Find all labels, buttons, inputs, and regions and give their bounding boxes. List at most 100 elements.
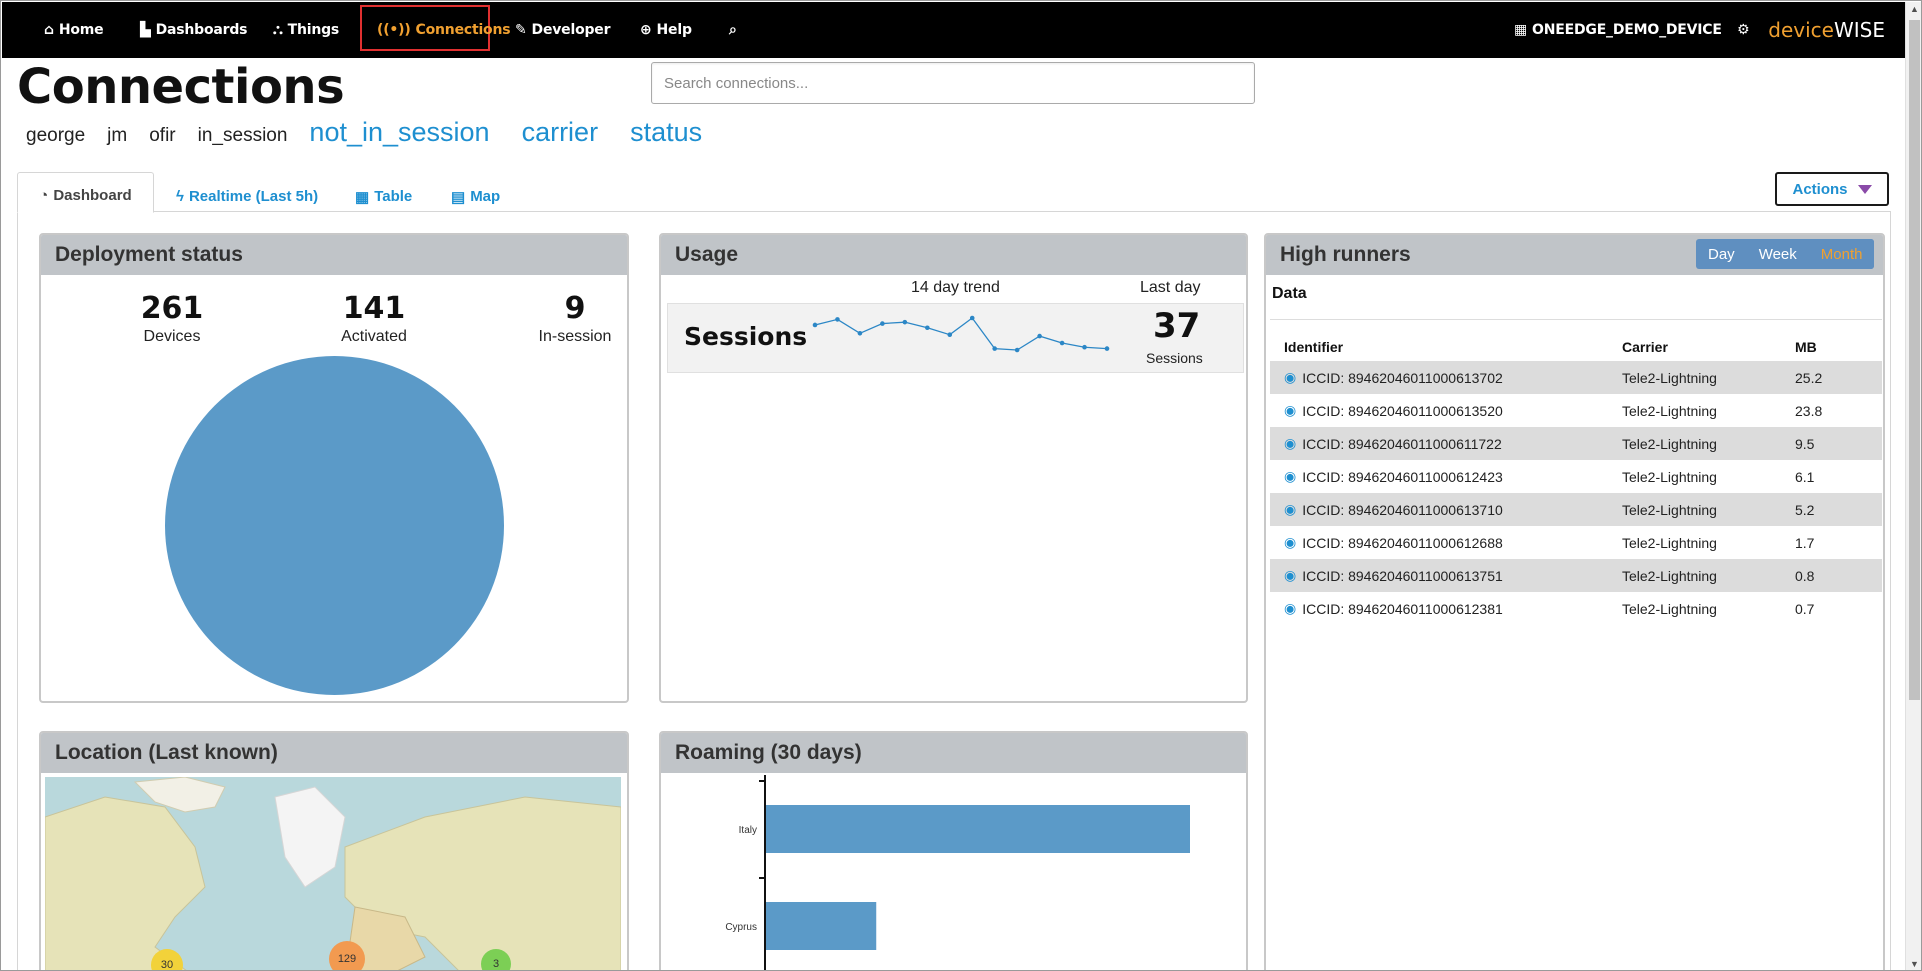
map-cluster-marker[interactable]: 129 [329,941,365,970]
filter-ofir[interactable]: ofir [149,125,176,146]
roaming-bar-chart: Italy Cyprus [725,775,1190,970]
nav-search[interactable]: ⌕ [729,16,737,44]
table-row[interactable]: ◉ ICCID: 89462046011000612688 Tele2-Light… [1270,526,1882,559]
map-icon: ▤ [451,188,466,206]
nav-connections[interactable]: ((•)) Connections [377,16,511,44]
sessions-count: 37 [1153,306,1201,346]
sparkline-point [902,319,908,325]
actions-button[interactable]: Actions [1775,172,1889,206]
map-land [45,777,621,970]
eye-icon[interactable]: ◉ [1284,501,1297,517]
nav-active-highlight [360,5,490,51]
header-mb[interactable]: MB [1795,339,1817,355]
tab-map[interactable]: ▤ Map [451,181,500,212]
broadcast-icon: ((•)) [377,22,411,38]
nav-things[interactable]: ⛬ Things [273,16,339,44]
tab-realtime[interactable]: ϟ Realtime (Last 5h) [176,181,318,212]
table-header: Identifier Carrier MB [1270,333,1882,361]
filter-george[interactable]: george [26,125,86,146]
eye-icon[interactable]: ◉ [1284,369,1297,385]
top-nav: ⌂ Home ▙ Dashboards ⛬ Things ((•)) Conne… [2,2,1905,58]
eye-icon[interactable]: ◉ [1284,435,1297,451]
filter-in-session[interactable]: in_session [197,125,288,146]
bar-cyprus[interactable] [766,902,877,950]
divider [1270,319,1882,320]
settings-button[interactable]: ⚙ [1737,16,1750,44]
nav-developer[interactable]: ✎ Developer [515,16,611,44]
mb-cell: 0.7 [1795,600,1815,617]
nav-help[interactable]: ⊕ Help [640,16,692,44]
sparkline-point [812,322,818,328]
eye-icon[interactable]: ◉ [1284,600,1297,616]
deployment-pie[interactable] [165,356,504,695]
brand-logo: deviceWISE [1768,18,1885,42]
nav-home-label: Home [58,22,104,38]
org-selector[interactable]: ▦ ONEEDGE_DEMO_DEVICE [1514,16,1722,44]
eye-icon[interactable]: ◉ [1284,567,1297,583]
filter-status[interactable]: status [630,117,703,147]
map-cluster-marker[interactable]: 30 [151,949,183,970]
filter-not-in-session[interactable]: not_in_session [309,117,490,147]
tab-dashboard[interactable]: ◔ Dashboard [17,172,154,213]
range-toggle: Day Week Month [1696,239,1875,269]
eye-icon[interactable]: ◉ [1284,468,1297,484]
usage-panel: Usage 14 day trend Last day Sessions 37 … [659,233,1248,703]
sessions-sparkline [812,315,1110,353]
carrier-cell: Tele2-Lightning [1622,534,1717,551]
nav-home[interactable]: ⌂ Home [44,16,104,44]
header-carrier[interactable]: Carrier [1622,339,1668,355]
sparkline-point [857,331,863,336]
carrier-cell: Tele2-Lightning [1622,600,1717,617]
world-map[interactable]: 30 129 3 [45,777,621,970]
scroll-up-icon[interactable]: ▲ [1910,4,1919,14]
search-input[interactable] [651,62,1255,104]
table-row[interactable]: ◉ ICCID: 89462046011000613520 Tele2-Light… [1270,394,1882,427]
devices-stat: 261 Devices [82,291,262,346]
vertical-scrollbar[interactable]: ▲ ▼ [1905,2,1921,970]
brand-part-a: device [1768,18,1834,42]
range-day[interactable]: Day [1708,245,1735,263]
scroll-down-icon[interactable]: ▼ [1910,959,1919,969]
tab-table[interactable]: ▦ Table [355,181,412,212]
eye-icon[interactable]: ◉ [1284,534,1297,550]
data-label: Data [1272,285,1307,302]
devices-label: Devices [143,328,201,345]
table-row[interactable]: ◉ ICCID: 89462046011000613702 Tele2-Light… [1270,361,1882,394]
high-runners-panel: High runners Day Week Month Data Identif… [1264,233,1885,970]
identifier-cell: ◉ ICCID: 89462046011000612381 [1270,600,1622,617]
header-identifier[interactable]: Identifier [1284,339,1344,355]
map-cluster-marker[interactable]: 3 [481,949,511,970]
dashboard-area [17,211,1891,970]
table-row[interactable]: ◉ ICCID: 89462046011000613710 Tele2-Light… [1270,493,1882,526]
range-week[interactable]: Week [1758,245,1797,263]
carrier-cell: Tele2-Lightning [1622,468,1717,485]
table-row[interactable]: ◉ ICCID: 89462046011000612381 Tele2-Light… [1270,592,1882,625]
page-title: Connections [17,59,345,115]
deployment-status-panel: Deployment status 261 Devices 141 Activa… [39,233,629,703]
identifier-text: ICCID: 89462046011000613751 [1302,567,1503,584]
nav-dashboards[interactable]: ▙ Dashboards [140,16,247,44]
identifier-text: ICCID: 89462046011000613710 [1302,501,1503,518]
table-row[interactable]: ◉ ICCID: 89462046011000611722 Tele2-Light… [1270,427,1882,460]
table-row[interactable]: ◉ ICCID: 89462046011000612423 Tele2-Light… [1270,460,1882,493]
eye-icon[interactable]: ◉ [1284,402,1297,418]
filter-jm[interactable]: jm [107,125,128,146]
sparkline-point [1059,340,1065,346]
table-row[interactable]: ◉ ICCID: 89462046011000613751 Tele2-Light… [1270,559,1882,592]
scrollbar-thumb[interactable] [1909,20,1920,700]
mb-cell: 5.2 [1795,501,1815,518]
range-month[interactable]: Month [1808,239,1875,269]
category-label: Cyprus [725,922,757,933]
roaming-panel: Roaming (30 days) Italy Cyprus [659,731,1248,970]
filter-carrier[interactable]: carrier [521,117,599,147]
identifier-cell: ◉ ICCID: 89462046011000612688 [1270,534,1622,551]
carrier-cell: Tele2-Lightning [1622,501,1717,518]
gear-icon: ⚙ [1737,22,1750,38]
identifier-text: ICCID: 89462046011000613702 [1302,369,1503,386]
last-day-label: Last day [1140,279,1201,296]
sparkline-point [835,317,840,322]
identifier-text: ICCID: 89462046011000612423 [1302,468,1503,485]
mb-cell: 25.2 [1795,369,1823,386]
carrier-cell: Tele2-Lightning [1622,369,1717,386]
bar-italy[interactable] [766,805,1190,853]
